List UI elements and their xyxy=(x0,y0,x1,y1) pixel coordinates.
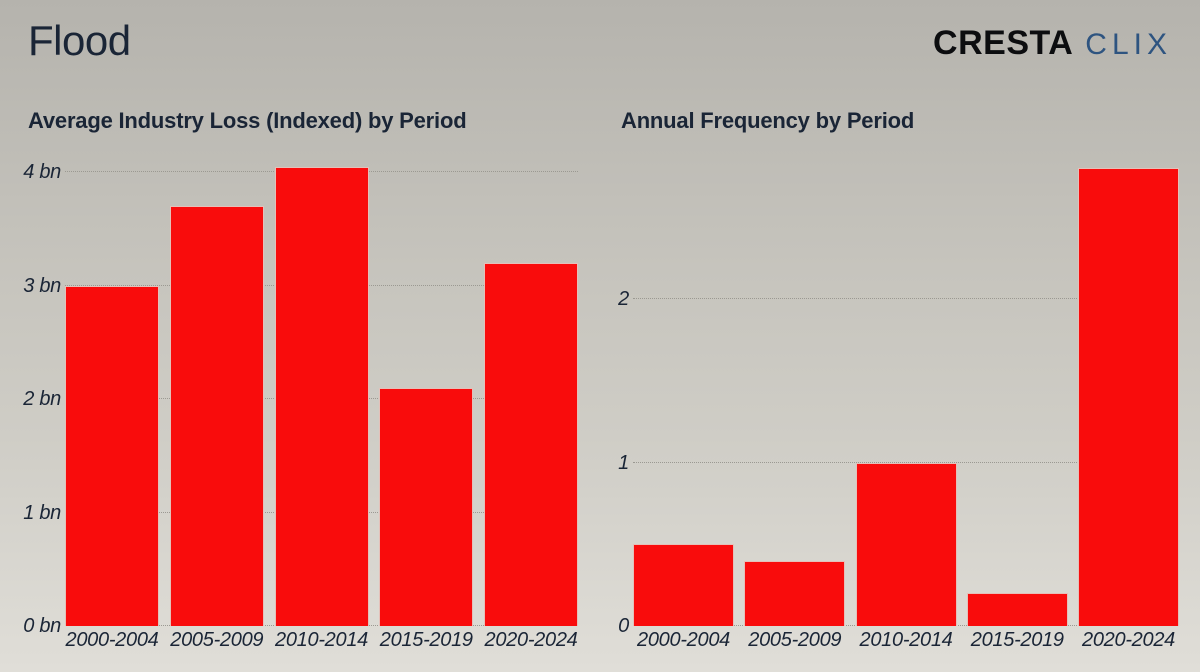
y-tick-label-2: 2 xyxy=(618,288,629,311)
brand-secondary-wordmark: CLIX xyxy=(1085,28,1172,61)
plot-area-average-industry-loss: 0 bn 1 bn 2 bn 3 bn 4 bn 2000-2004 2005-2009 20… xyxy=(23,152,578,651)
chart-title-annual-frequency: Annual Frequency by Period xyxy=(621,108,915,133)
x-tick-label-2015-2019: 2015-2019 xyxy=(379,629,473,651)
x-tick-label-2020-2024: 2020-2024 xyxy=(1082,629,1175,651)
page-title: Flood xyxy=(28,17,131,64)
x-tick-label-2020-2024: 2020-2024 xyxy=(484,629,578,651)
y-tick-label-0: 0 xyxy=(618,615,629,637)
bar-2005-2009 xyxy=(744,560,846,626)
gridline-y-3 xyxy=(65,284,578,286)
y-tick-label-1: 1 xyxy=(618,451,629,474)
bar-2005-2009 xyxy=(169,206,264,626)
x-tick-label-2005-2009: 2005-2009 xyxy=(170,629,264,651)
gridline-y-4 xyxy=(65,171,578,173)
gridline-y-0 xyxy=(633,625,1179,626)
x-tick-label-2005-2009: 2005-2009 xyxy=(748,629,842,651)
bar-2000-2004 xyxy=(633,544,734,626)
x-tick-label-2010-2014: 2010-2014 xyxy=(275,629,368,651)
bar-2000-2004 xyxy=(65,285,159,626)
gridline-y-2 xyxy=(65,398,578,400)
gridline-y-1 xyxy=(633,461,1179,463)
brand-primary-wordmark: CRESTA xyxy=(933,24,1074,62)
x-tick-label-2015-2019: 2015-2019 xyxy=(970,629,1064,651)
x-tick-label-2010-2014: 2010-2014 xyxy=(859,629,953,651)
gridline-y-2 xyxy=(633,298,1179,300)
plot-area-annual-frequency: 0 1 2 2000-2004 2005-2009 2010-2014 2015-2019 2… xyxy=(618,152,1179,651)
bar-2010-2014 xyxy=(855,462,957,626)
bar-2015-2019 xyxy=(379,387,474,626)
bar-2020-2024 xyxy=(1078,168,1179,626)
y-tick-label-0: 0 bn xyxy=(23,615,61,637)
bar-2010-2014 xyxy=(274,166,369,626)
y-tick-label-4: 4 bn xyxy=(23,161,61,184)
chart-title-average-industry-loss: Average Industry Loss (Indexed) by Perio… xyxy=(28,108,467,133)
x-tick-label-2000-2004: 2000-2004 xyxy=(637,629,730,651)
y-tick-label-1: 1 bn xyxy=(23,501,61,524)
y-tick-label-2: 2 bn xyxy=(23,388,61,411)
brand-logo: CRESTA CLIX xyxy=(933,24,1172,63)
gridline-y-1 xyxy=(65,511,578,513)
bar-2020-2024 xyxy=(484,263,578,626)
x-tick-label-2000-2004: 2000-2004 xyxy=(65,629,159,651)
bar-2015-2019 xyxy=(966,593,1068,626)
gridline-y-0 xyxy=(65,625,578,626)
y-tick-label-3: 3 bn xyxy=(23,274,61,297)
